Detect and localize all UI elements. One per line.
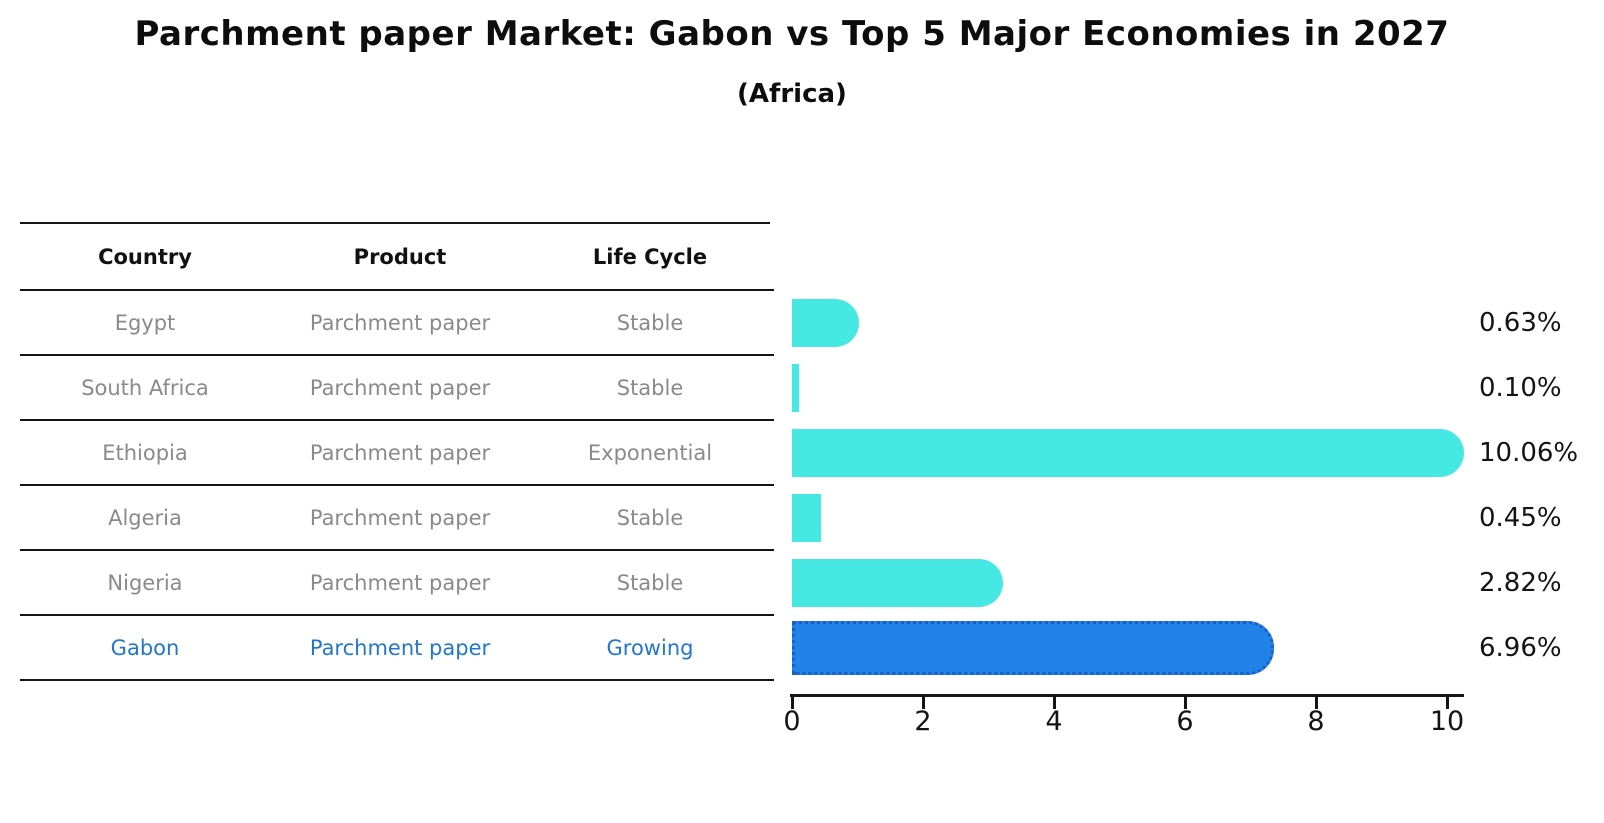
x-tick-label: 0: [783, 706, 801, 737]
table-rule: [20, 614, 770, 616]
x-axis-tick: [1053, 697, 1056, 709]
table-row-gabon: Gabon Parchment paper Growing: [20, 615, 770, 680]
column-header-country: Country: [98, 244, 192, 269]
value-label-ethiopia: 10.06%: [1479, 437, 1579, 468]
bar-south-africa: [792, 363, 799, 412]
bar-egypt: [792, 298, 860, 347]
product-cell: Parchment paper: [309, 635, 491, 660]
country-cell: Egypt: [114, 310, 176, 335]
value-label-egypt: 0.63%: [1479, 307, 1562, 338]
y-axis-tick: [756, 289, 774, 291]
value-label-algeria: 0.45%: [1479, 502, 1562, 533]
table-rule: [20, 289, 770, 291]
y-axis-tick: [756, 549, 774, 551]
chart-subtitle: (Africa): [737, 79, 847, 109]
bar-nigeria: [792, 558, 1003, 607]
column-header-product: Product: [353, 244, 447, 269]
bar-row: [792, 290, 1464, 355]
table-rule: [20, 679, 770, 681]
value-label-gabon: 6.96%: [1479, 632, 1562, 663]
bar-row: [792, 355, 1464, 420]
country-cell: Ethiopia: [102, 440, 188, 465]
x-tick-label: 2: [914, 706, 932, 737]
x-axis-line: [790, 694, 1464, 697]
product-cell: Parchment paper: [309, 505, 491, 530]
x-axis-tick: [922, 697, 925, 709]
bar-row: [792, 615, 1464, 680]
life-cycle-cell: Stable: [616, 505, 684, 530]
value-label-south-africa: 0.10%: [1479, 372, 1562, 403]
table-header-row: Country Product Life Cycle: [20, 224, 770, 289]
country-cell: Algeria: [108, 505, 182, 530]
y-axis-tick: [756, 354, 774, 356]
x-tick-label: 10: [1429, 706, 1465, 737]
table-rule: [20, 549, 770, 551]
country-cell: Gabon: [110, 635, 180, 660]
x-axis-tick: [1184, 697, 1187, 709]
table-row-egypt: Egypt Parchment paper Stable: [20, 290, 770, 355]
chart-title: Parchment paper Market: Gabon vs Top 5 M…: [134, 14, 1450, 54]
country-cell: Nigeria: [107, 570, 183, 595]
product-cell: Parchment paper: [309, 375, 491, 400]
country-cell: South Africa: [81, 375, 209, 400]
life-cycle-cell: Stable: [616, 310, 684, 335]
x-axis-tick: [1315, 697, 1318, 709]
life-cycle-cell: Stable: [616, 375, 684, 400]
life-cycle-cell: Stable: [616, 570, 684, 595]
table-rule: [20, 354, 770, 356]
bar-algeria: [792, 493, 822, 542]
table-row-algeria: Algeria Parchment paper Stable: [20, 485, 770, 550]
y-axis-tick: [756, 419, 774, 421]
x-tick-label: 4: [1045, 706, 1063, 737]
table-row-south-africa: South Africa Parchment paper Stable: [20, 355, 770, 420]
x-axis-tick: [1446, 697, 1449, 709]
bar-row: [792, 485, 1464, 550]
table-row-ethiopia: Ethiopia Parchment paper Exponential: [20, 420, 770, 485]
table-rule: [20, 222, 770, 224]
bar-row: [792, 420, 1464, 485]
y-axis-tick: [756, 679, 774, 681]
product-cell: Parchment paper: [309, 570, 491, 595]
x-tick-label: 6: [1176, 706, 1194, 737]
product-cell: Parchment paper: [309, 310, 491, 335]
bar-ethiopia: [792, 428, 1464, 477]
table-row-nigeria: Nigeria Parchment paper Stable: [20, 550, 770, 615]
column-header-life-cycle: Life Cycle: [592, 244, 708, 269]
product-cell: Parchment paper: [309, 440, 491, 465]
bar-gabon-highlighted: [792, 620, 1274, 675]
x-tick-label: 8: [1307, 706, 1325, 737]
table-rule: [20, 419, 770, 421]
y-axis-tick: [756, 484, 774, 486]
table-rule: [20, 484, 770, 486]
life-cycle-cell: Growing: [606, 635, 694, 660]
x-axis-tick: [791, 697, 794, 709]
y-axis-tick: [756, 614, 774, 616]
bar-row: [792, 550, 1464, 615]
life-cycle-cell: Exponential: [587, 440, 713, 465]
bar-chart-plot-area: [792, 290, 1464, 680]
value-label-nigeria: 2.82%: [1479, 567, 1562, 598]
